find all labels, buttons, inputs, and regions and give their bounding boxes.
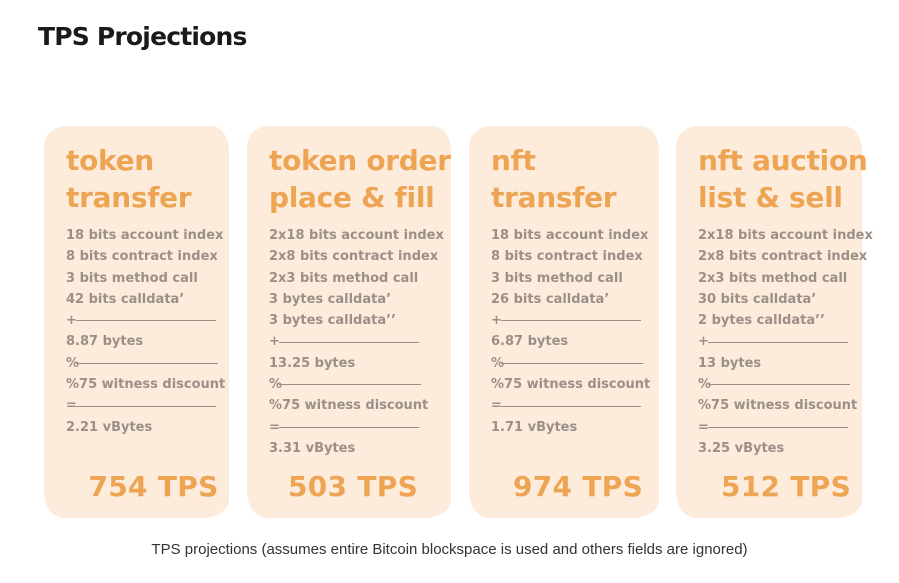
tps-value: 974 TPS: [512, 470, 644, 503]
card-title: nft auction list & sell: [698, 142, 868, 216]
result-line: 3.25 vBytes: [698, 440, 785, 456]
equals-operator: =: [491, 398, 502, 414]
sum-divider: +: [491, 310, 650, 331]
result-line: 1.71 vBytes: [491, 419, 578, 435]
divider-rule: [279, 341, 419, 343]
page-title: TPS Projections: [38, 22, 247, 51]
calc-line: %75 witness discount: [491, 377, 651, 393]
card-token-transfer: token transfer 18 bits account index 8 b…: [44, 126, 229, 518]
plus-operator: +: [66, 313, 77, 329]
card-title-line: transfer: [66, 181, 192, 214]
tps-value: 754 TPS: [88, 470, 219, 503]
calc-line: %75 witness discount: [698, 398, 858, 414]
card-title-line: nft auction: [698, 144, 868, 177]
calc-line: 26 bits calldata’: [491, 291, 610, 307]
tps-value: 503 TPS: [287, 470, 419, 503]
divider-rule: [708, 341, 848, 343]
divider-rule: [76, 320, 216, 322]
card-title: token transfer: [66, 142, 192, 216]
calc-line: 8 bits contract index: [66, 249, 218, 265]
equals-divider: =: [491, 395, 650, 416]
card-title: token order place & fill: [269, 142, 451, 216]
calc-line: 3 bytes calldata’’: [269, 313, 396, 329]
card-token-order-place-fill: token order place & fill 2x18 bits accou…: [247, 126, 451, 518]
plus-operator: +: [269, 334, 280, 350]
card-nft-transfer: nft transfer 18 bits account index 8 bit…: [469, 126, 659, 518]
calc-line: 3 bits method call: [491, 270, 623, 286]
equals-divider: =: [269, 417, 444, 438]
percent-divider: %: [698, 374, 873, 395]
calc-line: 2x3 bits method call: [269, 270, 419, 286]
calc-line: 8.87 bytes: [66, 334, 144, 350]
calculation-list: 2x18 bits account index 2x8 bits contrac…: [269, 225, 444, 459]
calc-line: 2x18 bits account index: [698, 228, 873, 243]
card-title: nft transfer: [491, 142, 617, 216]
sum-divider: +: [269, 331, 444, 352]
sum-divider: +: [66, 310, 225, 331]
divider-rule: [76, 362, 218, 364]
divider-rule: [279, 384, 421, 386]
calc-line: 2x18 bits account index: [269, 228, 444, 243]
calc-line: 8 bits contract index: [491, 249, 643, 265]
calc-line: 13 bytes: [698, 355, 762, 371]
card-title-line: place & fill: [269, 181, 435, 214]
divider-rule: [501, 320, 641, 322]
card-title-line: token: [66, 144, 154, 177]
calculation-list: 18 bits account index 8 bits contract in…: [491, 225, 650, 438]
percent-operator: %: [269, 377, 283, 393]
card-title-line: transfer: [491, 181, 617, 214]
divider-rule: [279, 426, 419, 428]
calc-line: 2 bytes calldata’’: [698, 313, 825, 329]
equals-operator: =: [66, 398, 77, 414]
percent-operator: %: [491, 355, 505, 371]
calc-line: 2x3 bits method call: [698, 270, 848, 286]
calc-line: 6.87 bytes: [491, 334, 569, 350]
calculation-list: 18 bits account index 8 bits contract in…: [66, 225, 225, 438]
divider-rule: [501, 362, 643, 364]
calc-line: 30 bits calldata’: [698, 291, 817, 307]
calc-line: %75 witness discount: [66, 377, 226, 393]
divider-rule: [708, 384, 850, 386]
result-line: 2.21 vBytes: [66, 419, 153, 435]
divider-rule: [76, 405, 216, 407]
calc-line: 13.25 bytes: [269, 355, 356, 371]
tps-value: 512 TPS: [720, 470, 852, 503]
card-title-line: nft: [491, 144, 536, 177]
calc-line: %75 witness discount: [269, 398, 429, 414]
plus-operator: +: [698, 334, 709, 350]
calc-line: 2x8 bits contract index: [698, 249, 868, 265]
equals-operator: =: [698, 419, 709, 435]
divider-rule: [501, 405, 641, 407]
equals-divider: =: [66, 395, 225, 416]
percent-divider: %: [269, 374, 444, 395]
sum-divider: +: [698, 331, 873, 352]
percent-divider: %: [66, 353, 225, 374]
calc-line: 42 bits calldata’: [66, 291, 185, 307]
card-nft-auction-list-sell: nft auction list & sell 2x18 bits accoun…: [676, 126, 873, 518]
divider-rule: [708, 426, 848, 428]
calculation-list: 2x18 bits account index 2x8 bits contrac…: [698, 225, 873, 459]
card-title-line: list & sell: [698, 181, 843, 214]
figure-caption: TPS projections (assumes entire Bitcoin …: [151, 541, 748, 558]
plus-operator: +: [491, 313, 502, 329]
calc-line: 3 bits method call: [66, 270, 198, 286]
calc-line: 3 bytes calldata’: [269, 291, 392, 307]
equals-divider: =: [698, 417, 873, 438]
result-line: 3.31 vBytes: [269, 440, 356, 456]
equals-operator: =: [269, 419, 280, 435]
card-title-line: token order: [269, 144, 451, 177]
percent-operator: %: [66, 355, 80, 371]
calc-line: 18 bits account index: [491, 228, 649, 243]
calc-line: 18 bits account index: [66, 228, 224, 243]
percent-operator: %: [698, 377, 712, 393]
percent-divider: %: [491, 353, 650, 374]
calc-line: 2x8 bits contract index: [269, 249, 439, 265]
